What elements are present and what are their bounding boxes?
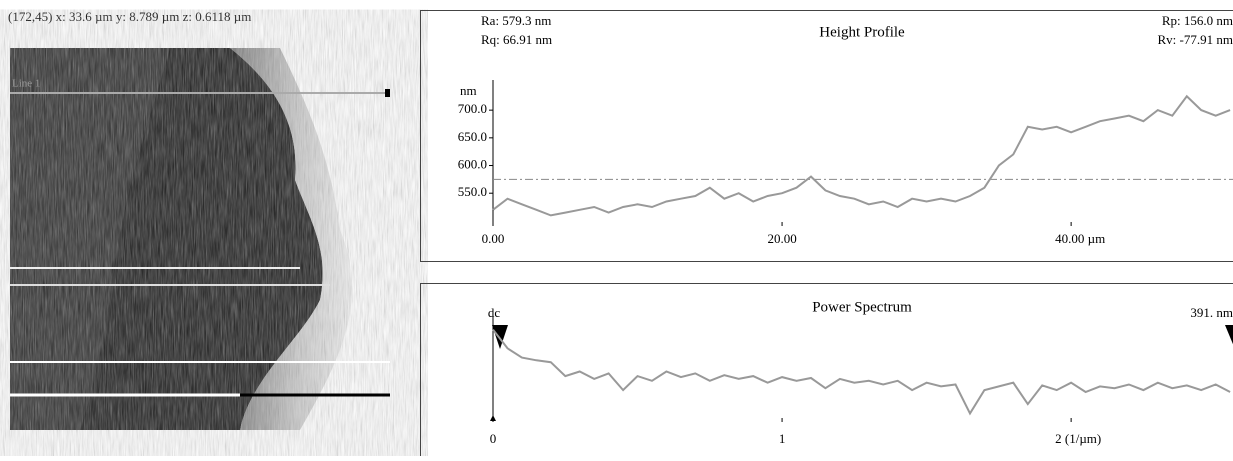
afm-image: Line 1 bbox=[10, 48, 390, 430]
x-tick-label: 1 bbox=[779, 431, 786, 446]
y-axis-label: nm bbox=[460, 83, 477, 98]
status-text: (172,45) x: 33.6 µm y: 8.789 µm z: 0.611… bbox=[8, 9, 251, 24]
stat-rq: Rq: 66.91 nm bbox=[481, 32, 552, 47]
chart-title: Height Profile bbox=[819, 24, 905, 40]
y-tick-label: 700.0 bbox=[458, 101, 487, 116]
stat-rp: Rp: 156.0 nm bbox=[1162, 13, 1233, 28]
power-spectrum-panel: Power Spectrum dc 391. nm 0 1 2 (1/µm) bbox=[421, 284, 1233, 457]
data-line bbox=[493, 96, 1230, 215]
x-tick-label: 20.00 bbox=[767, 231, 796, 246]
data-line bbox=[493, 330, 1230, 414]
cutoff-label: 391. nm bbox=[1190, 305, 1233, 320]
x-tick-label: 0 bbox=[490, 431, 497, 446]
height-profile-panel: Ra: 579.3 nm Rq: 66.91 nm Height Profile… bbox=[421, 11, 1233, 262]
y-tick-label: 550.0 bbox=[458, 184, 487, 199]
y-tick-label: 600.0 bbox=[458, 157, 487, 172]
dc-label: dc bbox=[488, 305, 501, 320]
stat-rv: Rv: -77.91 nm bbox=[1158, 32, 1233, 47]
x-tick-label: 0.00 bbox=[482, 231, 505, 246]
line-label: Line 1 bbox=[12, 78, 40, 90]
stat-ra: Ra: 579.3 nm bbox=[481, 13, 551, 28]
x-tick-label: 40.00 µm bbox=[1055, 231, 1105, 246]
y-tick-label: 650.0 bbox=[458, 129, 487, 144]
chart-title: Power Spectrum bbox=[812, 299, 912, 315]
x-tick-label: 2 (1/µm) bbox=[1055, 431, 1101, 446]
